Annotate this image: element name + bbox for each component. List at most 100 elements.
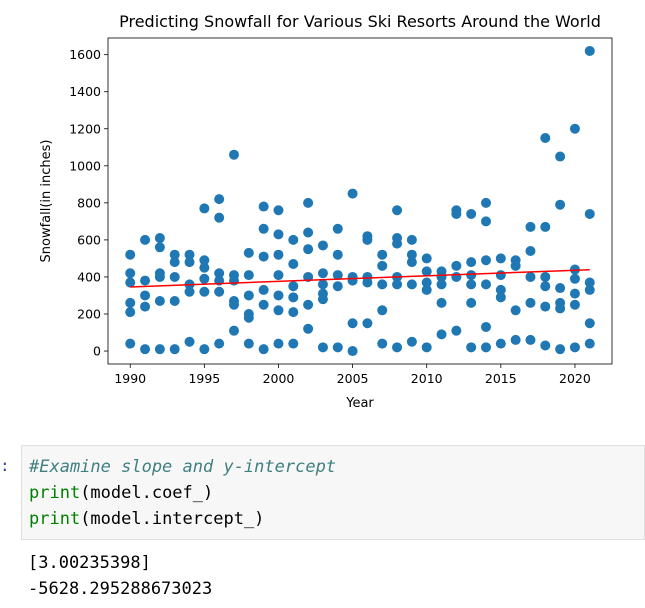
data-point [540, 281, 551, 292]
y-tick-label: 800 [77, 195, 101, 210]
data-point [332, 281, 343, 292]
data-point [495, 284, 506, 295]
data-point [303, 323, 314, 334]
data-point [510, 305, 521, 316]
data-point [584, 318, 595, 329]
data-point [451, 260, 462, 271]
x-tick-label: 2005 [337, 371, 369, 386]
data-point [392, 205, 403, 216]
plot-area [107, 37, 613, 365]
data-point [154, 296, 165, 307]
data-point [288, 258, 299, 269]
data-point [555, 303, 566, 314]
data-point [243, 338, 254, 349]
data-point [377, 249, 388, 260]
data-points [125, 45, 595, 357]
y-tick-label: 600 [77, 232, 101, 247]
code-line-intercept: print(model.intercept_) [29, 506, 264, 532]
data-point [154, 344, 165, 355]
data-point [466, 279, 477, 290]
x-tick-label: 1990 [114, 371, 146, 386]
y-axis: 0 200 400 600 800 1000 1200 1400 1600 [69, 47, 108, 359]
data-point [140, 234, 151, 245]
data-point [569, 288, 580, 299]
data-point [169, 257, 180, 268]
data-point [421, 266, 432, 277]
data-point [451, 271, 462, 282]
data-point [229, 325, 239, 336]
code-cell[interactable]: #Examine slope and y-intercept print(mod… [21, 445, 645, 540]
data-point [243, 247, 254, 258]
data-point [258, 201, 269, 212]
data-point [184, 249, 195, 260]
data-point [392, 342, 403, 353]
data-point [525, 297, 536, 308]
data-point [317, 279, 328, 290]
data-point [362, 234, 373, 245]
data-point [540, 301, 551, 312]
data-point [584, 338, 595, 349]
data-point [303, 197, 314, 208]
data-point [406, 336, 417, 347]
data-point [510, 260, 521, 271]
data-point [584, 45, 595, 56]
data-point [347, 275, 358, 286]
data-point [540, 221, 551, 232]
data-point [288, 338, 299, 349]
data-point [214, 194, 225, 205]
data-point [214, 286, 225, 297]
data-point [466, 270, 477, 281]
data-point [481, 321, 491, 332]
data-point [273, 290, 284, 301]
data-point [481, 197, 491, 208]
data-point [169, 344, 180, 355]
data-point [495, 253, 506, 264]
data-point [555, 151, 566, 162]
data-point [569, 299, 580, 310]
data-point [317, 240, 328, 251]
data-point [347, 188, 358, 199]
data-point [317, 342, 328, 353]
data-point [377, 305, 388, 316]
data-point [377, 338, 388, 349]
data-point [347, 346, 358, 357]
data-point [243, 290, 254, 301]
data-point [555, 283, 566, 294]
code-comment: #Examine slope and y-intercept [29, 457, 337, 477]
data-point [184, 286, 195, 297]
code-line-coef: print(model.coef_) [29, 480, 213, 506]
data-point [362, 277, 373, 288]
data-point [332, 223, 343, 234]
data-point [273, 229, 284, 240]
data-point [495, 292, 506, 303]
data-point [584, 208, 595, 219]
data-point [332, 342, 343, 353]
data-point [184, 336, 195, 347]
data-point [140, 290, 151, 301]
data-point [377, 260, 388, 271]
data-point [199, 255, 210, 266]
data-point [525, 246, 536, 257]
y-tick-label: 1200 [69, 121, 101, 136]
data-point [555, 344, 566, 355]
x-tick-label: 2020 [559, 371, 591, 386]
data-point [243, 270, 254, 281]
data-point [406, 279, 417, 290]
data-point [303, 299, 314, 310]
print-arg: (model.coef_) [80, 483, 214, 503]
data-point [199, 203, 210, 214]
data-point [258, 299, 269, 310]
data-point [169, 271, 180, 282]
data-point [288, 307, 299, 318]
data-point [273, 338, 284, 349]
y-tick-label: 1600 [69, 47, 101, 62]
data-point [258, 251, 269, 262]
data-point [481, 342, 491, 353]
x-axis: 1990 1995 2000 2005 2010 2015 2020 [114, 364, 591, 386]
data-point [288, 292, 299, 303]
data-point [317, 294, 328, 305]
data-point [584, 284, 595, 295]
data-point [569, 342, 580, 353]
data-point [377, 279, 388, 290]
x-tick-label: 2015 [485, 371, 517, 386]
